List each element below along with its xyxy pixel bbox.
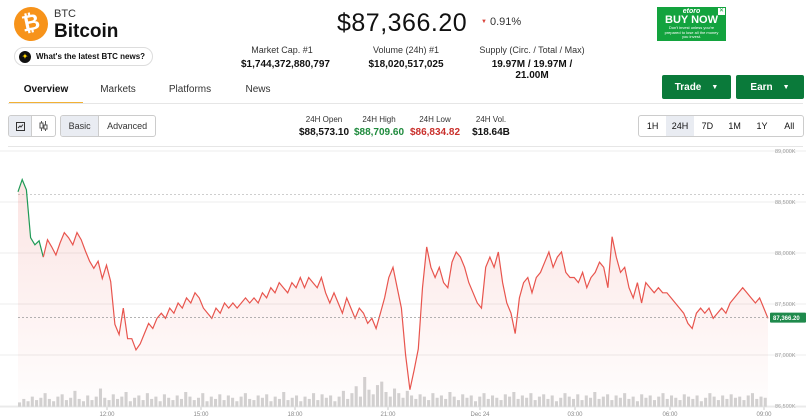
price-line [42,231,769,390]
candlestick-icon[interactable] [32,116,55,136]
x-tick-label: 18:00 [287,412,303,418]
etoro-ad-banner[interactable]: ✕ etoro BUY NOW Don't invest unless you'… [657,7,726,41]
stat-24h-open: 24H Open $88,573.10 [297,115,351,138]
ohlc-label: 24H Vol. [475,115,507,124]
ad-brand: etoro [682,8,701,15]
earn-button[interactable]: Earn ▼ [736,75,804,99]
ohlc-value: $88,709.60 [353,127,405,138]
stat-supply: Supply (Circ. / Total / Max) 19.97M / 19… [476,45,588,81]
y-tick-label: 89,000K [775,149,796,155]
y-tick-label: 87,000K [775,353,796,359]
price-chart[interactable]: 89,000K88,500K88,000K87,500K87,000K86,50… [0,147,810,420]
ohlc-label: 24H Low [419,115,451,124]
current-price-tag [770,312,806,323]
tab-overview[interactable]: Overview [9,78,83,104]
current-price-tag-label: 87,366.20 [773,316,800,322]
x-tick-label: 09:00 [756,412,772,418]
x-tick-label: 21:00 [380,412,396,418]
sparkle-icon: ✦ [19,50,31,63]
ad-cta: BUY NOW [665,14,718,26]
ohlc-value: $86,834.82 [409,127,461,138]
chevron-down-icon: ▼ [711,83,719,91]
chevron-down-icon: ▼ [782,83,790,91]
stat-24h-low: 24H Low $86,834.82 [408,115,462,138]
ad-disclaimer: Don't invest unless you're prepared to l… [664,25,719,39]
stat-label: Market Cap. #1 [251,45,313,55]
price-change-value: 0.91% [489,16,522,28]
x-tick-label: 06:00 [662,412,678,418]
stat-value: $18,020,517,025 [368,59,444,70]
price-line-up-segment [17,177,44,258]
chart-mode-toggle: Basic Advanced [60,115,156,137]
bitcoin-logo-icon: ₿ [10,3,52,45]
ohlc-value: $18.64B [472,127,510,138]
range-24h[interactable]: 24H [666,116,694,136]
stat-volume: Volume (24h) #1 $18,020,517,025 [368,45,444,70]
x-tick-label: 15:00 [193,412,209,418]
stat-label: Supply (Circ. / Total / Max) [479,45,585,55]
stat-value: $1,744,372,880,797 [241,59,330,70]
tab-platforms[interactable]: Platforms [168,84,212,95]
stat-24h-volume: 24H Vol. $18.64B [470,115,512,138]
earn-label: Earn [750,81,773,93]
ad-close-icon[interactable]: ✕ [718,8,725,15]
range-7d[interactable]: 7D [701,121,714,131]
coin-symbol: BTC [54,8,76,20]
range-all[interactable]: All [784,121,795,131]
down-arrow-icon: ▼ [481,19,487,26]
ohlc-label: 24H Open [305,115,343,124]
y-tick-label: 88,000K [775,251,796,257]
price-area-fill [18,179,768,406]
x-tick-label: Dec 24 [470,412,490,418]
y-tick-label: 88,500K [775,200,796,206]
trade-label: Trade [674,81,702,93]
stat-value: 19.97M / 19.97M / 21.00M [491,59,573,81]
y-tick-label: 87,500K [775,302,796,308]
tab-markets[interactable]: Markets [100,84,136,95]
ai-news-button[interactable]: ✦ What's the latest BTC news? [14,47,154,66]
range-1h[interactable]: 1H [646,121,659,131]
tabs-divider [8,103,803,104]
chart-type-toggle [8,115,56,137]
mode-basic-button[interactable]: Basic [61,116,100,136]
stat-label: Volume (24h) #1 [372,45,440,55]
time-range-selector: 1H 24H 7D 1M 1Y All [638,115,804,137]
stat-market-cap: Market Cap. #1 $1,744,372,880,797 [241,45,330,70]
tab-news[interactable]: News [245,84,271,95]
ai-news-label: What's the latest BTC news? [36,52,146,61]
mode-advanced-button[interactable]: Advanced [107,121,148,131]
stat-24h-high: 24H High $88,709.60 [352,115,406,138]
line-chart-icon[interactable] [9,116,33,136]
trade-button[interactable]: Trade ▼ [662,75,731,99]
x-tick-label: 12:00 [99,412,115,418]
x-tick-label: 03:00 [567,412,583,418]
range-1y[interactable]: 1Y [756,121,768,131]
range-1m[interactable]: 1M [728,121,741,131]
price-change: ▼ 0.91% [481,16,521,28]
chart-top-divider [8,146,803,147]
ohlc-value: $88,573.10 [298,127,350,138]
current-price: $87,366.20 [337,9,468,37]
coin-name: Bitcoin [54,21,119,42]
ohlc-label: 24H High [362,115,396,124]
